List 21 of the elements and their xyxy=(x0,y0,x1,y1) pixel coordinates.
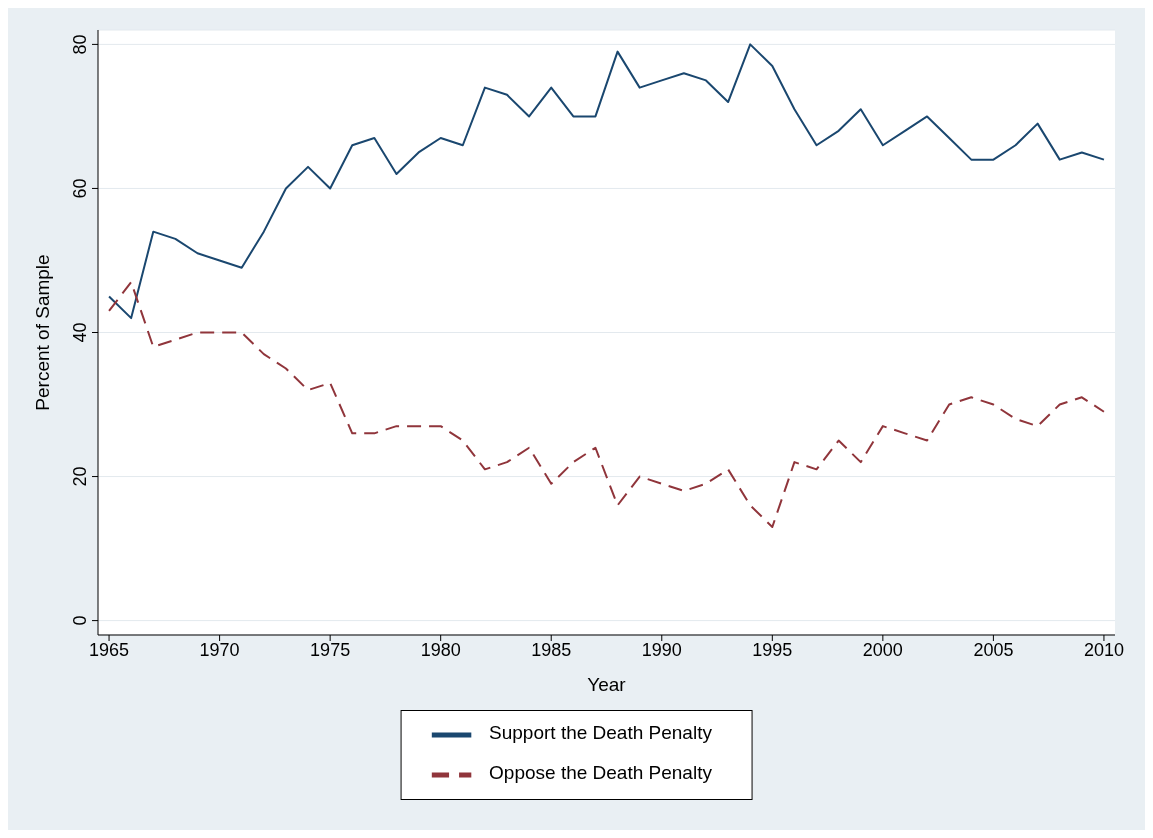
x-tick-label: 1980 xyxy=(420,639,461,660)
x-tick-label: 1985 xyxy=(531,639,572,660)
legend-label: Oppose the Death Penalty xyxy=(489,762,712,784)
x-tick-label: 2000 xyxy=(862,639,903,660)
y-tick-label: 80 xyxy=(70,34,90,55)
line-series xyxy=(108,43,1105,320)
x-tick-label: 2005 xyxy=(973,639,1014,660)
x-tick-label: 1965 xyxy=(89,639,130,660)
y-axis-title: Percent of Sample xyxy=(31,254,53,411)
y-tick-label: 0 xyxy=(70,615,90,626)
x-tick-label: 1995 xyxy=(752,639,793,660)
x-tick-label: 1970 xyxy=(199,639,240,660)
x-tick-label: 1990 xyxy=(641,639,682,660)
x-tick-label: 2010 xyxy=(1083,639,1124,660)
x-axis-title: Year xyxy=(587,674,627,695)
x-tick-label: 1975 xyxy=(310,639,351,660)
legend-label: Support the Death Penalty xyxy=(489,722,712,744)
y-tick-label: 20 xyxy=(70,466,90,487)
y-tick-label: 60 xyxy=(70,178,90,199)
y-tick-label: 40 xyxy=(70,322,90,343)
line-series xyxy=(108,281,1105,528)
